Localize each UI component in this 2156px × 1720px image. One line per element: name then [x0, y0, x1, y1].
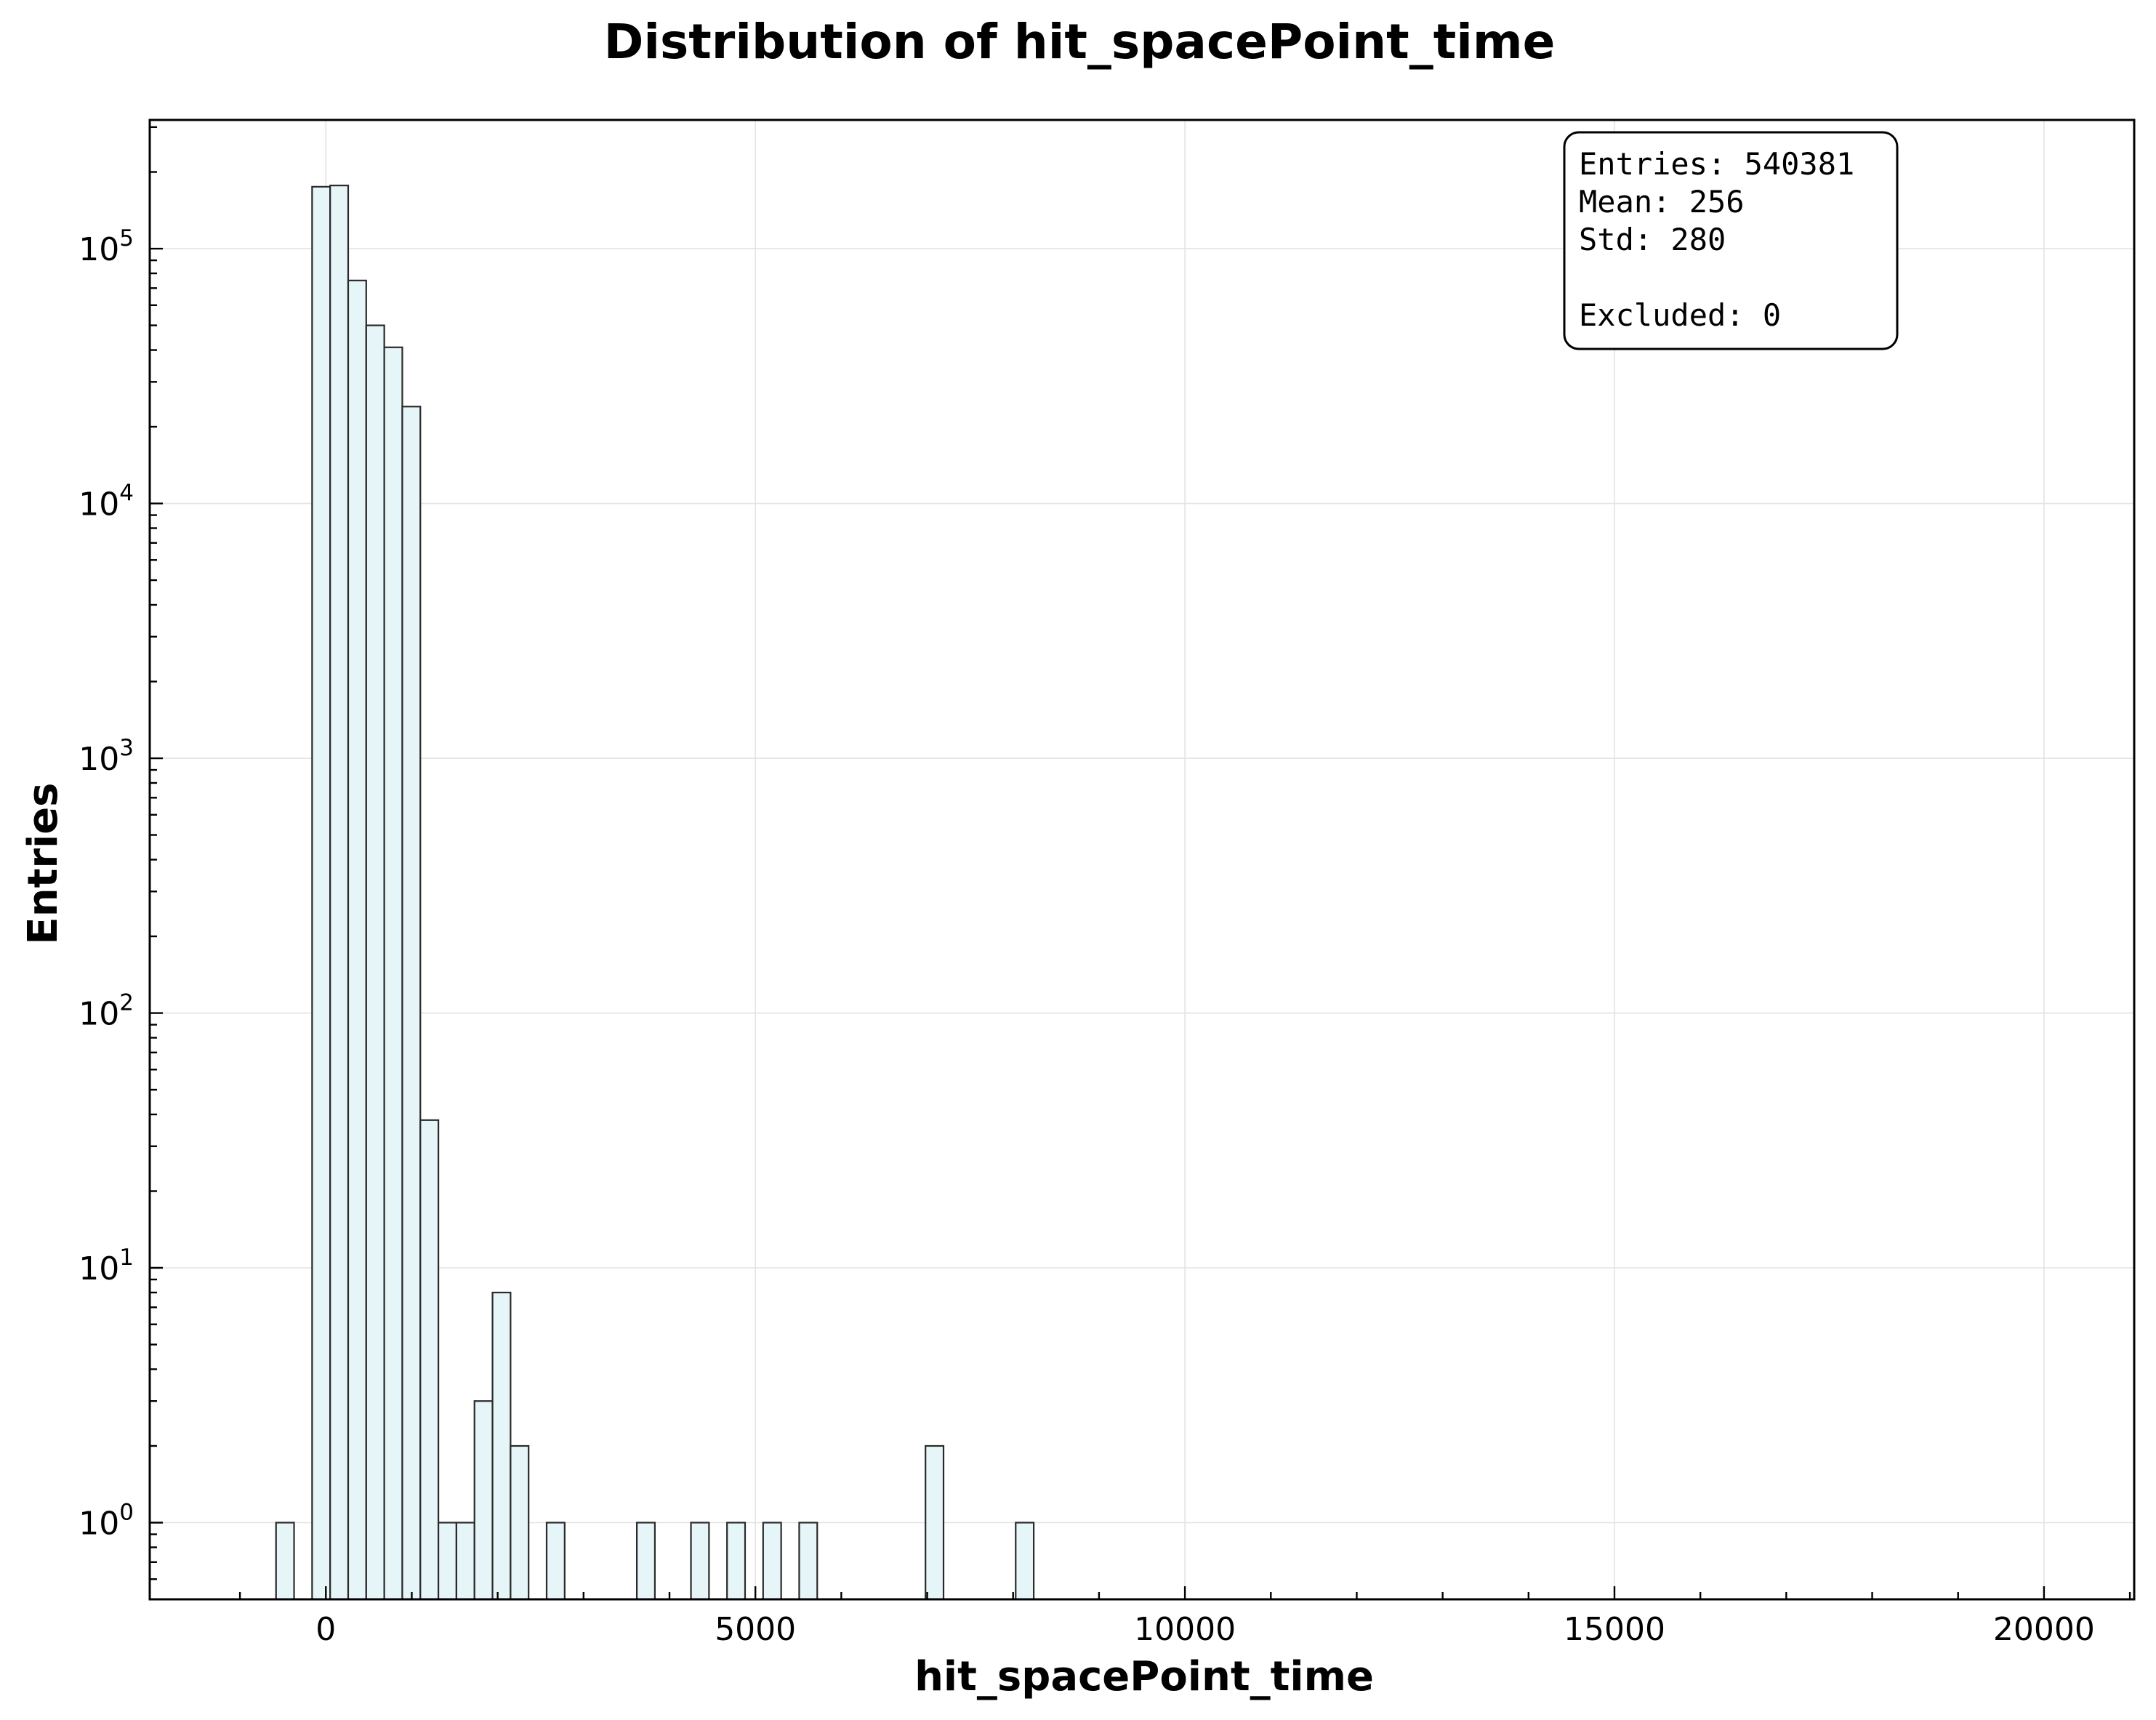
- histogram-bar: [491, 1291, 512, 1601]
- histogram-bar: [473, 1400, 494, 1601]
- histogram-bar: [726, 1522, 747, 1601]
- y-tick-exponent: 1: [119, 1245, 134, 1271]
- y-tick-label: 100: [79, 1499, 134, 1542]
- x-axis-label: hit_spacePoint_time: [914, 1653, 1374, 1700]
- histogram-bar: [510, 1444, 530, 1601]
- histogram-bar: [690, 1522, 710, 1601]
- chart-title: Distribution of hit_spacePoint_time: [604, 14, 1556, 70]
- histogram-bar: [762, 1522, 782, 1601]
- histogram-bar: [455, 1522, 475, 1601]
- y-axis-label: Entries: [20, 782, 67, 944]
- y-tick-base: 10: [79, 486, 119, 523]
- stats-excluded: Excluded: 0: [1579, 297, 1781, 333]
- x-tick-label: 20000: [1993, 1611, 2095, 1648]
- y-tick-base: 10: [79, 741, 119, 778]
- x-tick-label: 15000: [1564, 1611, 1665, 1648]
- y-tick-label: 101: [79, 1245, 134, 1287]
- y-tick-exponent: 2: [119, 990, 134, 1016]
- histogram-bar: [275, 1522, 295, 1601]
- histogram-bar: [347, 279, 367, 1601]
- histogram-bar: [383, 346, 403, 1601]
- histogram-bar: [419, 1119, 440, 1601]
- stats-box: Entries: 540381 Mean: 256 Std: 280 Exclu…: [1563, 131, 1899, 350]
- y-tick-base: 10: [79, 1505, 119, 1542]
- histogram-bar: [925, 1444, 945, 1601]
- histogram-bar: [329, 185, 350, 1601]
- histogram-bar: [365, 324, 385, 1601]
- y-tick-exponent: 5: [119, 225, 134, 252]
- y-tick-exponent: 3: [119, 735, 134, 761]
- x-tick-label: 10000: [1134, 1611, 1236, 1648]
- histogram-bar: [635, 1522, 656, 1601]
- y-tick-base: 10: [79, 996, 119, 1033]
- y-tick-label: 104: [79, 481, 134, 523]
- y-tick-exponent: 0: [119, 1499, 134, 1525]
- x-tick-label: 0: [315, 1611, 336, 1648]
- histogram-bar: [545, 1522, 566, 1601]
- y-tick-base: 10: [79, 231, 119, 268]
- y-tick-label: 105: [79, 225, 134, 268]
- stats-std: Std: 280: [1579, 222, 1726, 257]
- stats-entries: Entries: 540381: [1579, 146, 1854, 182]
- histogram-bar: [311, 185, 331, 1601]
- y-tick-base: 10: [79, 1250, 119, 1287]
- x-tick-labels: 0 5000 10000 15000 20000: [315, 1611, 2095, 1648]
- histogram-bar: [798, 1522, 818, 1601]
- stats-mean: Mean: 256: [1579, 184, 1745, 220]
- stats-box-border: [1563, 131, 1899, 350]
- histogram-bar: [1015, 1522, 1035, 1601]
- y-tick-label: 102: [79, 990, 134, 1033]
- histogram-bar: [437, 1522, 458, 1601]
- x-tick-label: 5000: [715, 1611, 796, 1648]
- histogram-bars: [275, 185, 1035, 1601]
- y-tick-exponent: 4: [119, 481, 134, 507]
- y-tick-label: 103: [79, 735, 134, 778]
- axis-ticks: [150, 126, 2131, 1601]
- histogram-bar: [401, 406, 422, 1601]
